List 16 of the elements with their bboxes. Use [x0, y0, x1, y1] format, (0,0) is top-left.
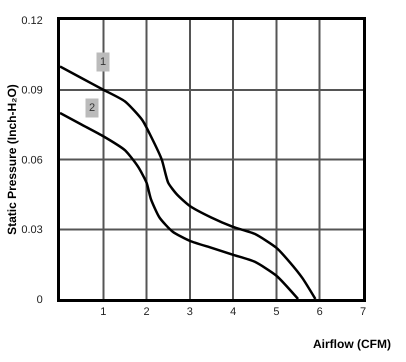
y-tick-label: 0.06	[21, 154, 43, 166]
y-tick-label: 0.09	[21, 84, 43, 97]
x-tick-label: 2	[144, 306, 150, 318]
x-axis-title: Airflow (CFM)	[313, 337, 391, 351]
annotation: 1	[100, 56, 106, 68]
annotation: 2	[89, 102, 96, 114]
y-tick-label: 0.03	[21, 224, 43, 236]
y-tick-label: 0.12	[21, 14, 43, 27]
x-tick-label: 5	[273, 306, 280, 318]
x-tick-label: 1	[100, 306, 106, 318]
x-tick-label: 7	[360, 306, 366, 318]
y-axis-title: Static Pressure (Inch-H₂O)	[4, 84, 19, 235]
x-tick-label: 3	[186, 306, 193, 318]
x-tick-label: 6	[316, 306, 323, 318]
x-tick-label: 4	[230, 306, 236, 318]
y-tick-label: 0	[36, 294, 43, 306]
